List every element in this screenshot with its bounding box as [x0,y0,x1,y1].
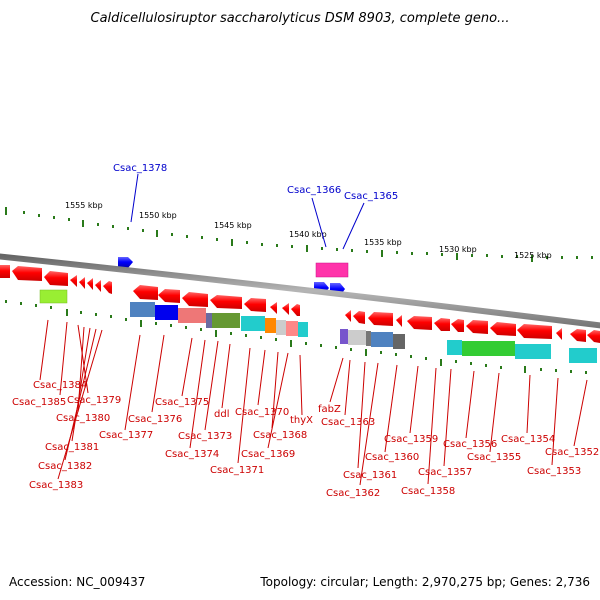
gene-reverse[interactable] [103,281,112,294]
map-title: Caldicellulosiruptor saccharolyticus DSM… [90,11,510,26]
gene-label[interactable]: Csac_1365 [344,191,398,202]
gene-label[interactable]: Csac_1383 [29,480,83,491]
gene-reverse[interactable] [270,302,277,314]
gene-reverse[interactable] [44,271,68,286]
gene-label[interactable]: Csac_1384 [33,380,87,391]
gene-reverse[interactable] [210,295,242,309]
gene-label[interactable]: Csac_1382 [38,461,92,472]
accession-info: Accession: NC_009437 [9,575,146,589]
gene-reverse[interactable] [291,304,300,316]
gene-label[interactable]: Csac_1361 [343,470,397,481]
gene-label[interactable]: ddl [214,409,229,420]
gene-reverse[interactable] [95,280,101,292]
gene-label[interactable]: Csac_1373 [178,431,232,442]
gene-pink-box[interactable] [315,262,349,278]
topology-info: Topology: circular; Length: 2,970,275 bp… [260,575,590,589]
ruler-label: 1545 kbp [214,221,252,230]
ruler-label: 1540 kbp [289,230,327,239]
forward-leaders [130,173,365,250]
gene-reverse[interactable] [244,298,266,312]
gene-reverse[interactable] [434,318,450,331]
gene-reverse[interactable] [282,303,289,315]
gene-label[interactable]: fabZ [318,404,341,415]
ruler-label: 1535 kbp [364,238,402,247]
gene-reverse[interactable] [133,285,158,300]
ruler-label: 1525 kbp [514,251,552,260]
ruler-label: 1555 kbp [65,201,103,210]
gene-reverse[interactable] [12,266,42,281]
gene-reverse[interactable] [556,328,562,340]
gene-label[interactable]: Csac_1380 [56,413,110,424]
gene-label[interactable]: Csac_1360 [365,452,419,463]
gene-label[interactable]: Csac_1357 [418,467,472,478]
gene-label[interactable]: Csac_1369 [241,449,295,460]
ruler-labels: 1555 kbp 1550 kbp 1545 kbp 1540 kbp 1535… [65,201,552,260]
gene-label[interactable]: Csac_1352 [545,447,599,458]
gene-reverse[interactable] [79,277,85,289]
reverse-gene-labels: Csac_1384 Csac_1385 Csac_1379 Csac_1380 … [12,380,599,499]
gene-label[interactable]: Csac_1375 [155,397,209,408]
gene-label[interactable]: Csac_1374 [165,449,219,460]
gene-reverse[interactable] [451,319,464,332]
gene-label[interactable]: thyX [290,415,313,426]
gene-reverse[interactable] [353,311,365,324]
gene-reverse[interactable] [0,265,10,278]
gene-reverse[interactable] [182,292,208,307]
ruler-label: 1530 kbp [439,245,477,254]
gene-label[interactable]: Csac_1370 [235,407,289,418]
gene-label[interactable]: Csac_1368 [253,430,307,441]
gene-label[interactable]: Csac_1353 [527,466,581,477]
gene-reverse[interactable] [517,324,552,339]
gene-reverse[interactable] [158,289,180,303]
gene-label[interactable]: Csac_1381 [45,442,99,453]
reverse-leaders [39,319,588,486]
genome-backbone [0,253,600,329]
gene-label[interactable]: Csac_1376 [128,414,182,425]
gene-reverse[interactable] [396,315,402,327]
gene-reverse[interactable] [407,316,432,330]
gene-reverse[interactable] [490,322,516,336]
gene-label[interactable]: Csac_1377 [99,430,153,441]
gene-reverse[interactable] [466,320,488,334]
ruler-ticks-outer [5,207,593,262]
gene-label[interactable]: Csac_1359 [384,434,438,445]
gene-label[interactable]: Csac_1379 [67,395,121,406]
ruler-label: 1550 kbp [139,211,177,220]
gene-reverse[interactable] [587,330,600,343]
gene-label[interactable]: Csac_1362 [326,488,380,499]
gene-label[interactable]: Csac_1378 [113,163,167,174]
gene-reverse[interactable] [368,312,393,326]
gene-reverse[interactable] [87,278,93,290]
feature-blocks [39,289,597,363]
gene-label[interactable]: Csac_1363 [321,417,375,428]
forward-gene-labels: Csac_1378 Csac_1366 Csac_1365 [113,163,398,202]
gene-label[interactable]: Csac_1385 [12,397,66,408]
ruler-ticks-inner [5,300,587,374]
gene-label[interactable]: Csac_1371 [210,465,264,476]
gene-reverse[interactable] [70,275,77,287]
gene-label[interactable]: Csac_1354 [501,434,555,445]
gene-label[interactable]: Csac_1358 [401,486,455,497]
gene-reverse[interactable] [570,329,586,342]
gene-forward[interactable] [118,257,133,268]
reverse-genes [0,265,600,343]
gene-reverse[interactable] [345,310,351,322]
gene-label[interactable]: Csac_1355 [467,452,521,463]
gene-label[interactable]: Csac_1366 [287,185,341,196]
gene-label[interactable]: Csac_1356 [443,439,497,450]
